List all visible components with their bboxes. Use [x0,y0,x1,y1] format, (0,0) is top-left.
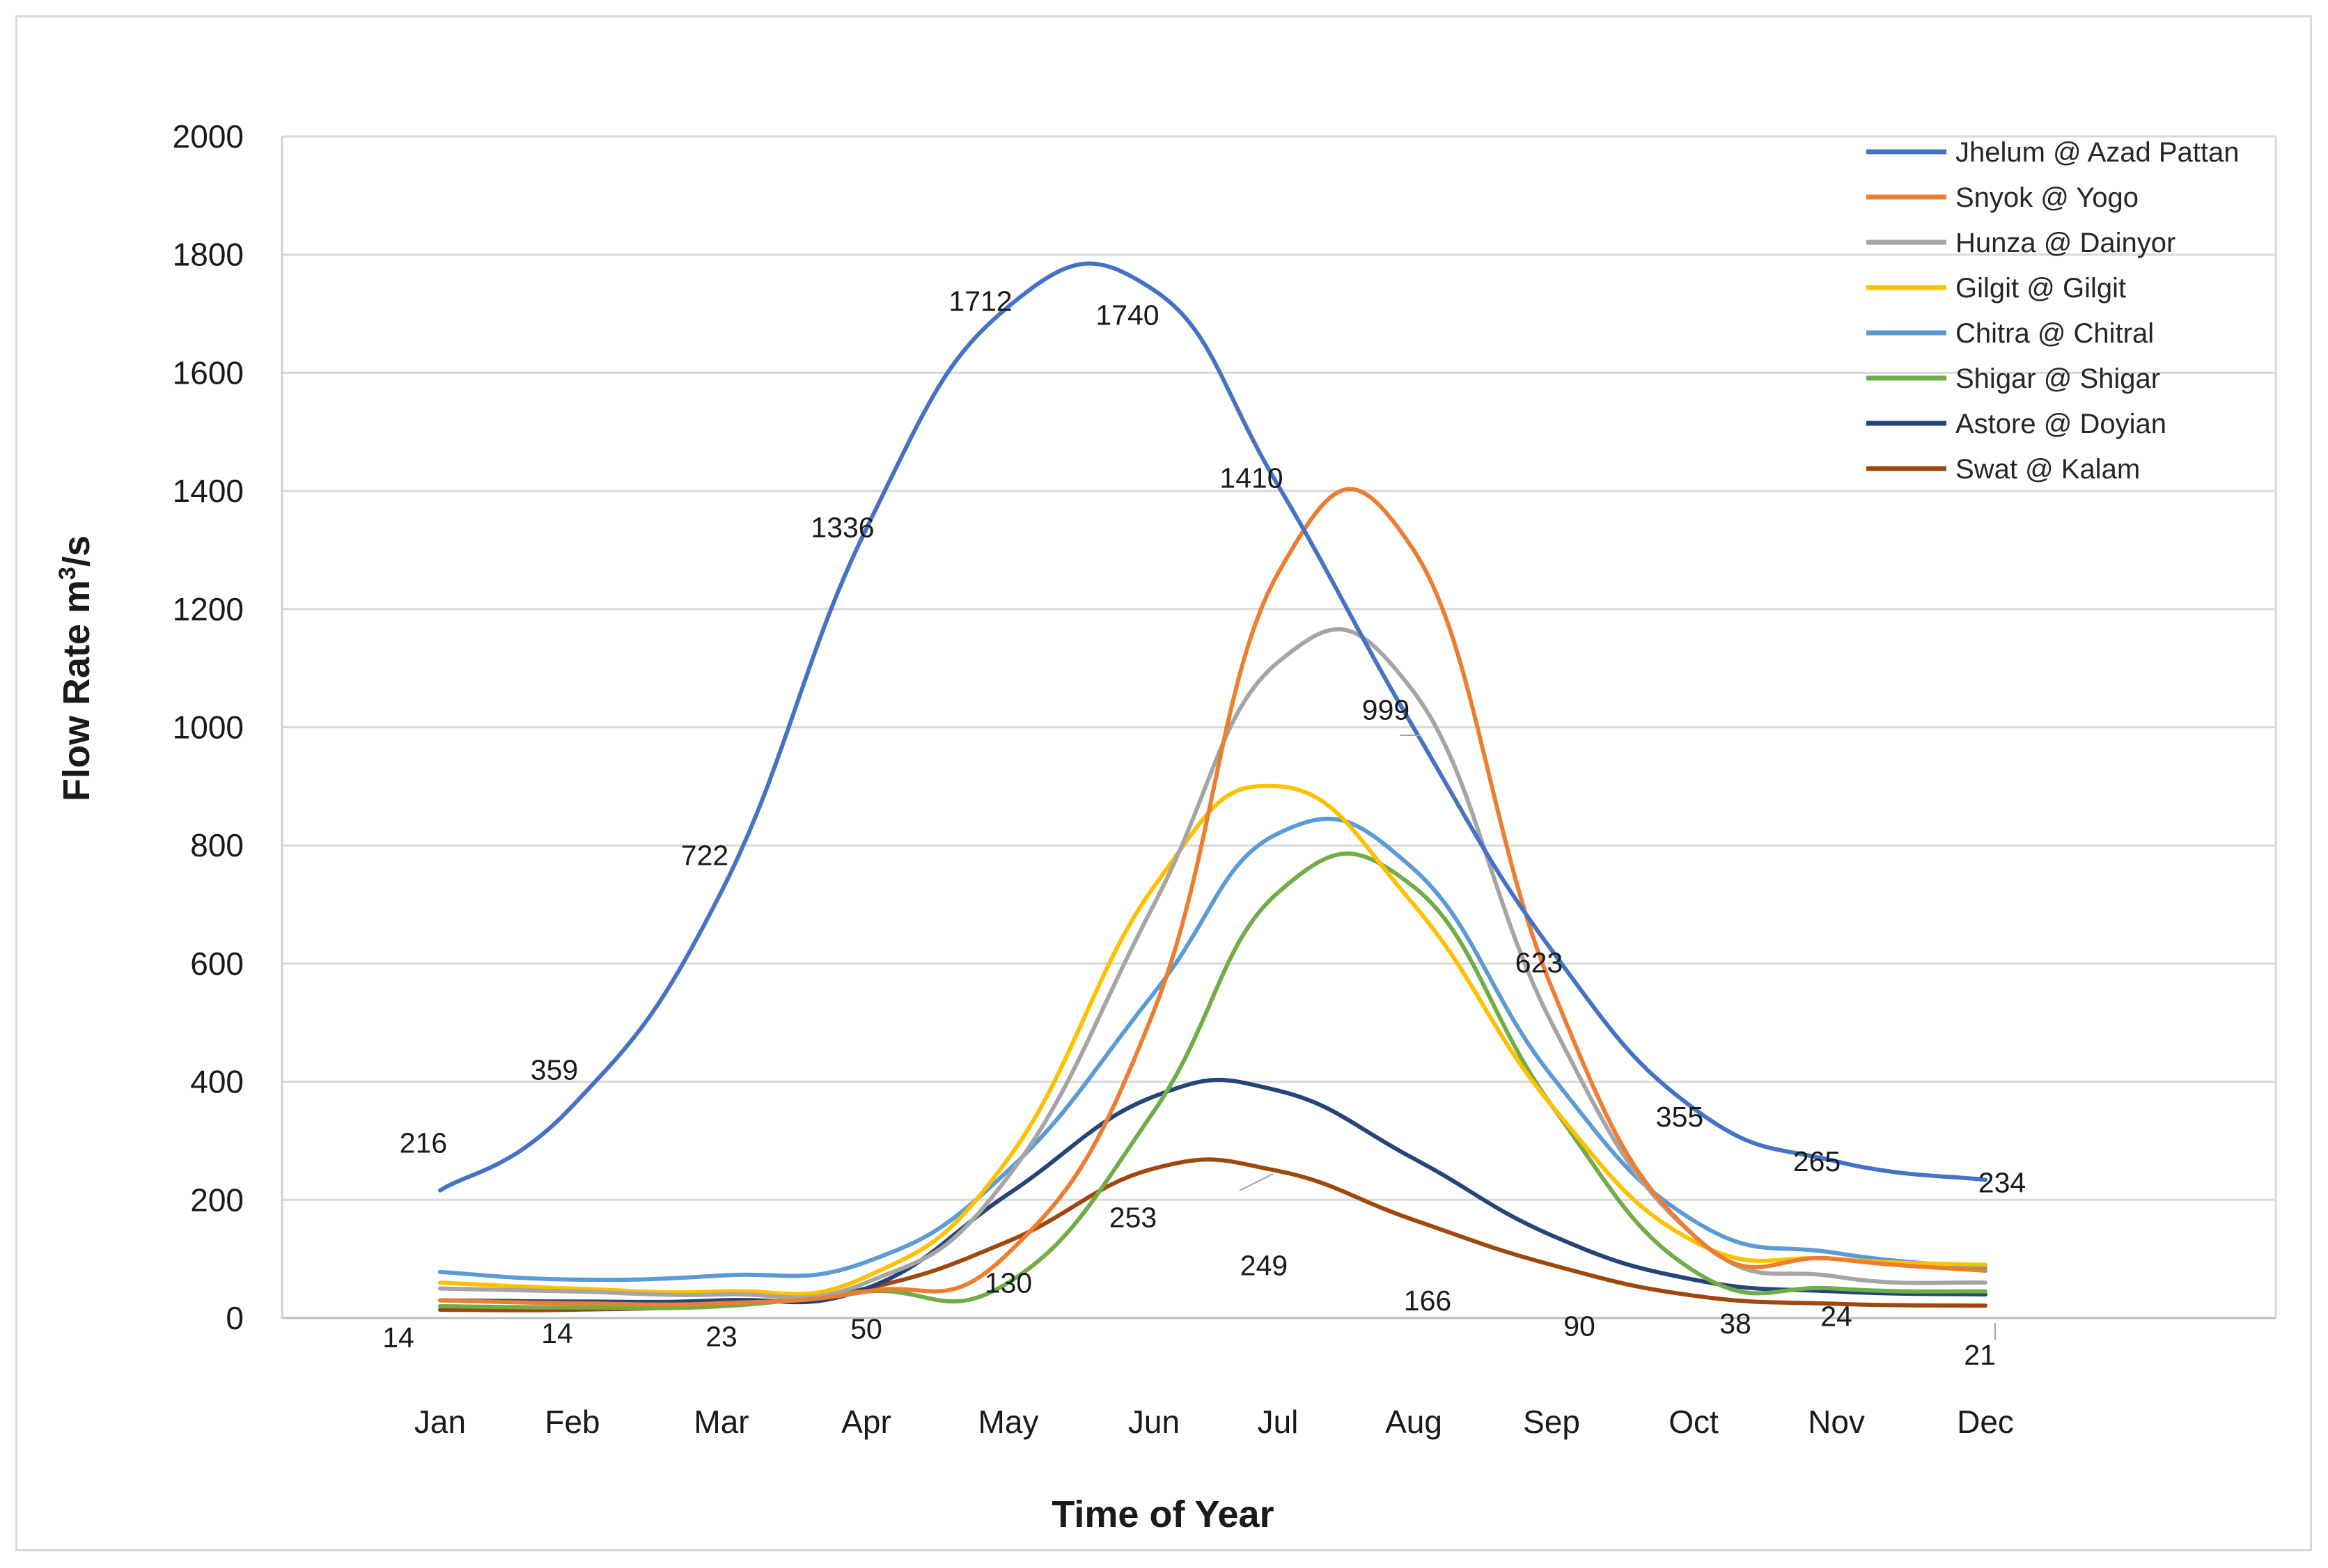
y-tick-label: 1000 [173,709,244,746]
data-label-swat: 24 [1820,1301,1852,1333]
x-tick-label: Apr [841,1404,891,1440]
data-label-jhelum: 623 [1515,946,1563,978]
x-tick-label: Jun [1128,1404,1180,1440]
data-label-jhelum: 359 [531,1053,578,1085]
x-tick-label: Oct [1669,1404,1719,1440]
data-label-jhelum: 355 [1656,1101,1703,1133]
data-label-swat: 166 [1404,1285,1451,1317]
y-tick-label: 2000 [173,118,244,155]
data-label-jhelum: 1336 [811,511,874,543]
legend-label: Astore @ Doyian [1955,409,2166,439]
series-line-snyok-yogo [438,487,1987,1307]
data-label-swat: 21 [1964,1339,1996,1371]
y-tick-label: 1200 [173,591,244,627]
data-label-swat: 90 [1563,1310,1595,1342]
x-tick-label: Jul [1258,1404,1299,1440]
series-lines [438,261,1987,1312]
data-label-jhelum: 265 [1793,1145,1841,1177]
data-label-jhelum: 216 [400,1127,447,1159]
data-label-swat: 38 [1719,1308,1751,1340]
y-tick-label: 400 [190,1064,244,1100]
data-labels: 216 359 722 1336 1712 1740 1410 999 623 355 265 234… [382,285,2026,1371]
y-tick-label: 1600 [173,354,244,391]
legend-label: Gilgit @ Gilgit [1955,273,2126,304]
data-label-swat: 253 [1109,1201,1157,1233]
data-label-swat: 50 [850,1313,882,1345]
y-tick-label: 600 [190,946,244,982]
series-line-jhelum-azad-pattan [438,261,1987,1193]
data-label-swat: 14 [541,1317,573,1349]
y-tick-label: 1800 [173,237,244,273]
y-tick-label: 800 [190,827,244,863]
legend-label: Jhelum @ Azad Pattan [1955,137,2240,168]
series-line-shigar-shigar [438,852,1987,1310]
x-tick-label: Dec [1957,1404,2014,1440]
x-tick-label: Sep [1523,1404,1580,1440]
data-label-jhelum: 1410 [1219,462,1283,494]
series-line-gilgit-gilgit [438,783,1987,1296]
legend-label: Snyok @ Yogo [1955,182,2139,213]
leader-line [1239,1173,1274,1191]
data-label-jhelum: 234 [1978,1166,2026,1198]
legend-label: Shigar @ Shigar [1955,363,2160,394]
x-tick-label: Feb [545,1404,600,1440]
data-label-jhelum: 722 [681,839,728,871]
x-tick-label: Aug [1385,1404,1442,1440]
y-axis-title-main: Flow Rate m [56,580,97,801]
x-axis-title: Time of Year [1052,1493,1274,1535]
data-label-jhelum: 999 [1362,693,1409,726]
y-axis-title: Flow Rate m3/s [54,535,97,801]
y-tick-label: 1400 [173,473,244,509]
data-label-jhelum: 1740 [1095,299,1159,331]
y-tick-label: 200 [190,1182,244,1218]
data-label-swat: 14 [382,1322,414,1354]
x-tick-label: May [978,1404,1039,1440]
legend-label: Hunza @ Dainyor [1955,228,2175,258]
data-label-jhelum: 1712 [948,285,1012,317]
axes: 0 200 400 600 800 1000 1200 1400 1600 1800 2000 Jan… [173,118,2277,1440]
x-tick-label: Nov [1808,1404,1865,1440]
data-label-swat: 23 [705,1320,737,1352]
series-line-chitra-chitral [438,816,1987,1283]
x-tick-label: Jan [414,1404,466,1440]
data-label-swat: 130 [985,1267,1032,1299]
y-axis-title-superscript: 3 [54,567,81,580]
y-axis-title-suffix: /s [56,535,97,567]
legend-label: Swat @ Kalam [1955,454,2140,485]
x-tick-label: Mar [694,1404,749,1440]
data-label-swat: 249 [1240,1250,1288,1282]
legend: Jhelum @ Azad Pattan Snyok @ Yogo Hunza @ … [1866,137,2240,485]
y-tick-label: 0 [226,1300,244,1336]
gridlines [282,135,2276,1319]
legend-label: Chitra @ Chitral [1955,318,2154,349]
